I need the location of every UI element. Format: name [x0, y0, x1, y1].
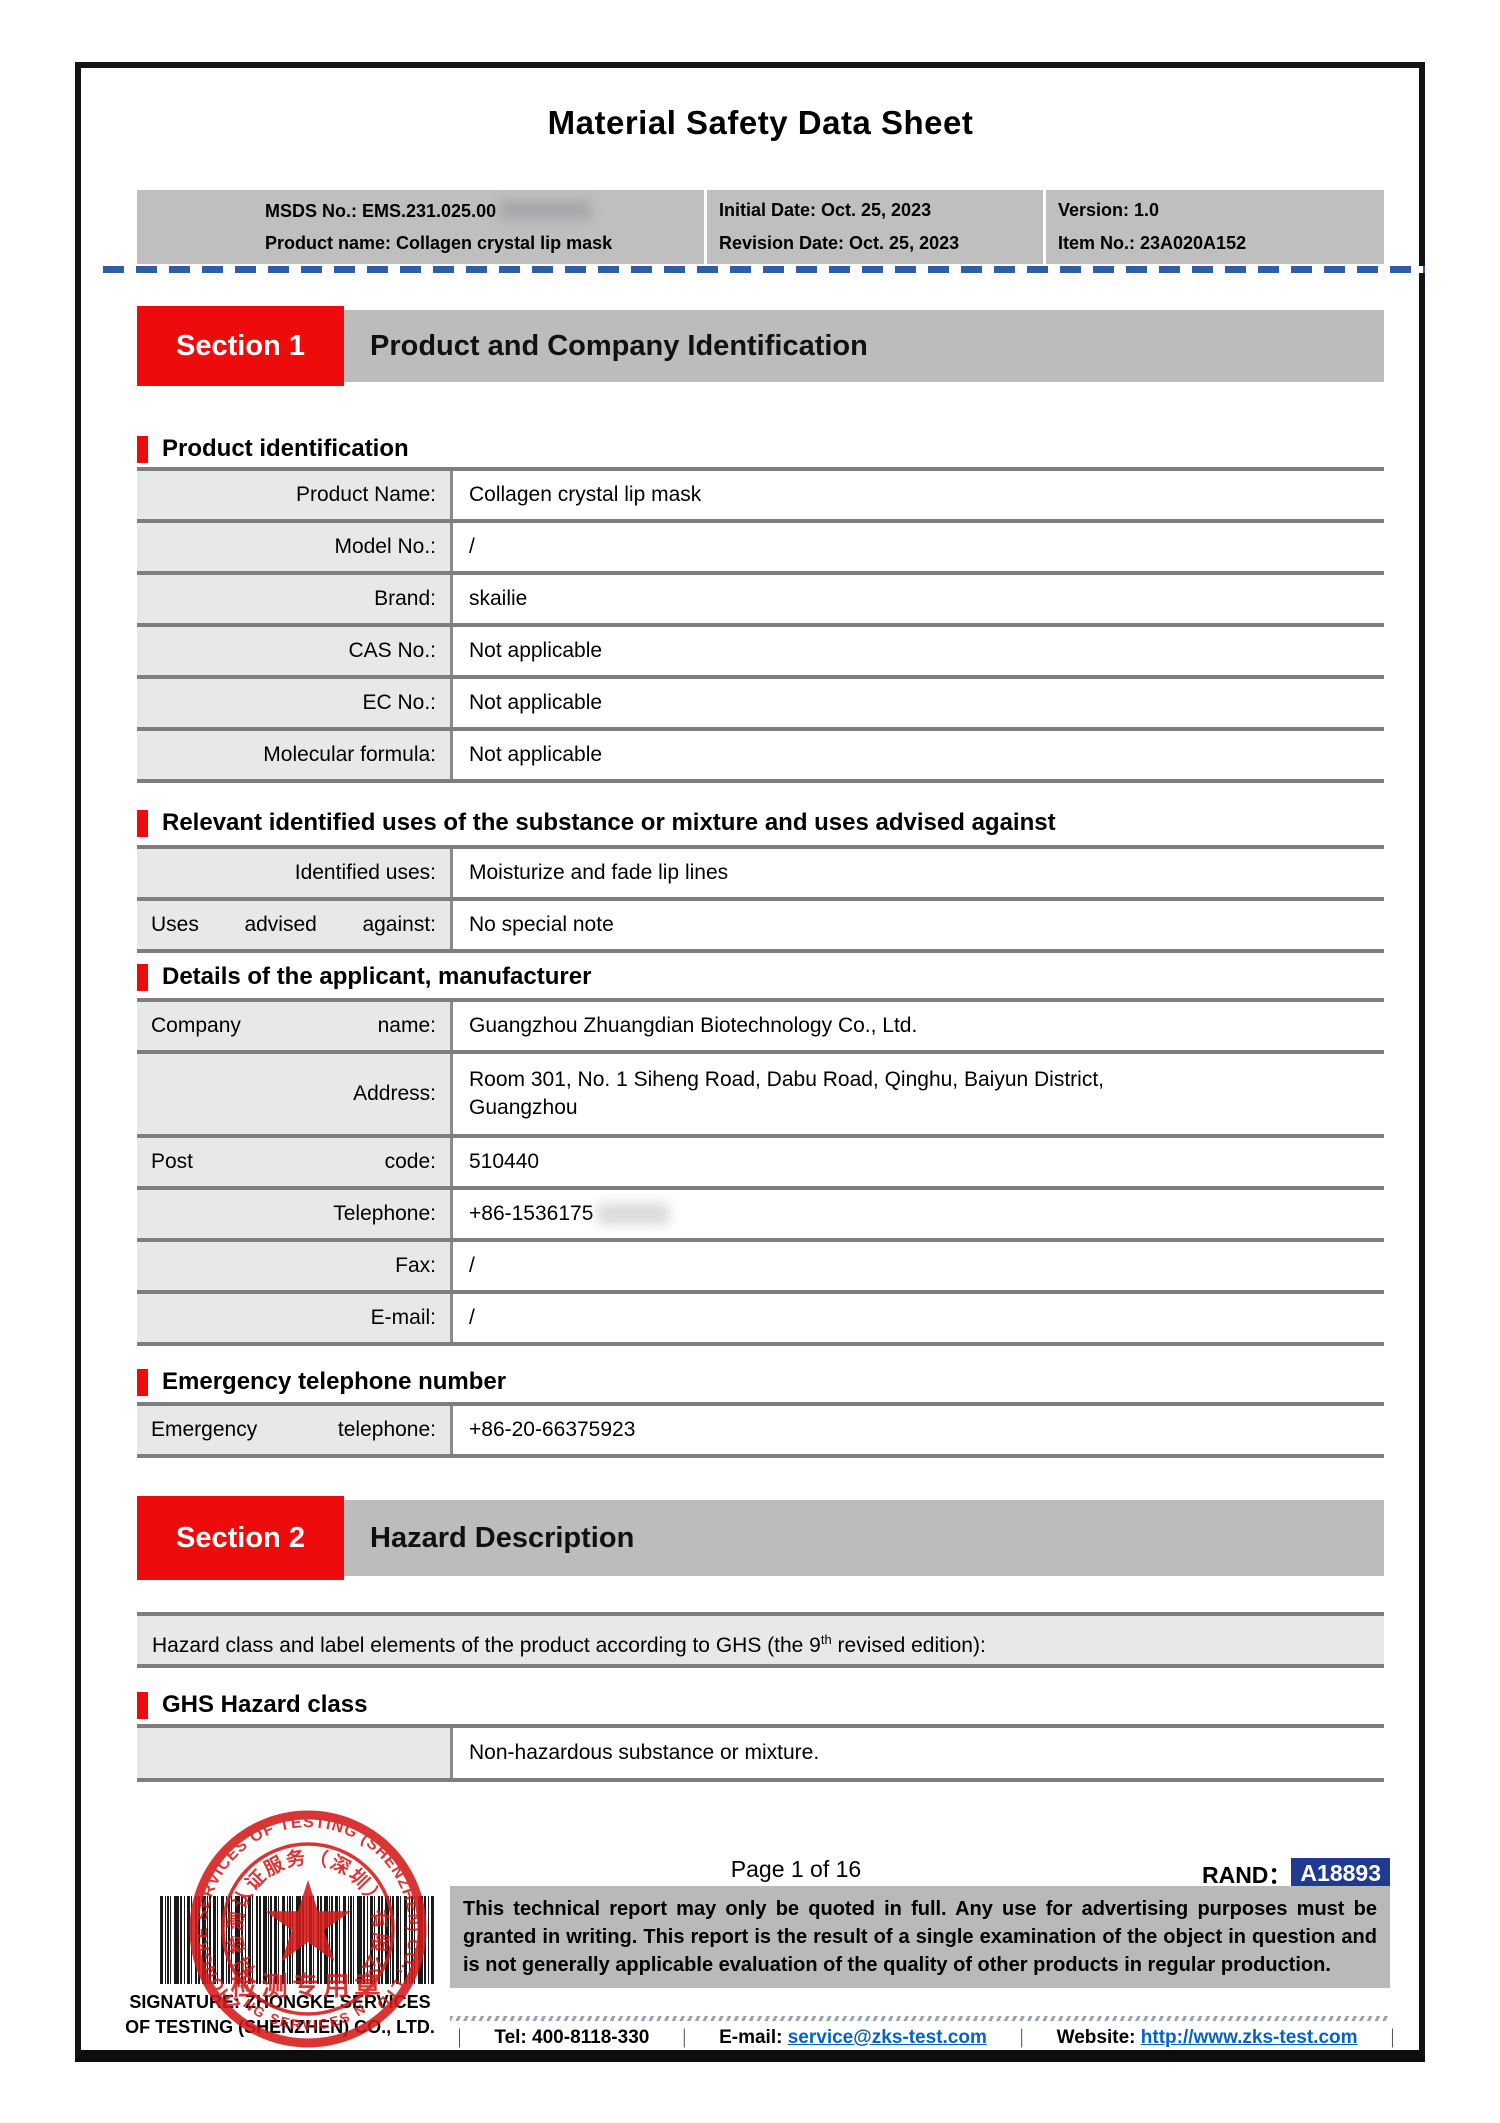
footer-email: E-mail: service@zks-test.com [719, 2026, 987, 2048]
product-identification-table: Product Name: Collagen crystal lip mask … [137, 467, 1384, 783]
blue-dashed-divider [103, 266, 1425, 273]
svg-text:检测专用章: 检测专用章 [230, 1971, 385, 2001]
star-icon [265, 1880, 351, 1962]
footer-contact-line: ｜ Tel: 400-8118-330 ｜ E-mail: service@zk… [450, 2024, 1402, 2051]
table-row: Brand: skailie [137, 575, 1384, 627]
divider-bar: ｜ [1012, 2029, 1032, 2050]
section-2-title: Hazard Description [344, 1500, 1384, 1576]
rand-label: RAND： [1201, 1862, 1292, 1888]
meta-version: Version: 1.0 [1058, 200, 1160, 220]
table-row: EC No.: Not applicable [137, 679, 1384, 731]
meta-revision-date: Revision Date: Oct. 25, 2023 [719, 233, 960, 253]
table-row: Post code: 510440 [137, 1138, 1384, 1190]
red-marker-icon [137, 963, 148, 991]
section-1-title: Product and Company Identification [344, 310, 1384, 382]
divider-bar: ｜ [450, 2029, 470, 2050]
superscript-th: th [820, 1632, 832, 1647]
table-row: Uses advised against: No special note [137, 901, 1384, 949]
disclaimer-box: This technical report may only be quoted… [450, 1886, 1390, 1988]
table-row: Product Name: Collagen crystal lip mask [137, 471, 1384, 523]
rand-group: RAND： A18893 [1202, 1856, 1390, 1890]
table-row: Identified uses: Moisturize and fade lip… [137, 849, 1384, 901]
meta-col-dates: Initial Date: Oct. 25, 2023 Revision Dat… [704, 190, 1043, 264]
company-stamp-icon: ZHONGKE SERVICES OF TESTING (SHENZHEN) C… [189, 1810, 427, 2048]
redacted-blur [499, 199, 592, 220]
emergency-telephone-table: Emergency telephone: +86-20-66375923 [137, 1402, 1384, 1458]
ghs-hazard-table: Non-hazardous substance or mixture. [137, 1724, 1384, 1782]
redacted-blur [597, 1203, 670, 1225]
footer-website: Website: http://www.zks-test.com [1056, 2026, 1358, 2048]
red-marker-icon [137, 1368, 148, 1396]
manufacturer-table: Company name: Guangzhou Zhuangdian Biote… [137, 998, 1384, 1346]
red-marker-icon [137, 809, 148, 837]
identified-uses-table: Identified uses: Moisturize and fade lip… [137, 845, 1384, 953]
rand-badge: A18893 [1291, 1857, 1390, 1889]
barcode [160, 1896, 434, 1984]
table-row: Model No.: / [137, 523, 1384, 575]
red-marker-icon [137, 435, 148, 463]
footer-dashed-divider [450, 2016, 1390, 2021]
meta-item-no: Item No.: 23A020A152 [1058, 233, 1247, 253]
section-2-badge: Section 2 [137, 1496, 344, 1580]
table-row: Telephone: +86-1536175 [137, 1190, 1384, 1242]
ghs-note-row: Hazard class and label elements of the p… [137, 1612, 1384, 1668]
meta-col-version: Version: 1.0 Item No.: 23A020A152 [1043, 190, 1384, 264]
page-number: Page 1 of 16 [730, 1856, 862, 1882]
heading-manufacturer-details: Details of the applicant, manufacturer [137, 962, 1384, 992]
website-link[interactable]: http://www.zks-test.com [1140, 2026, 1358, 2048]
footer-page-line: Page 1 of 16 RAND： A18893 [450, 1856, 1390, 1889]
table-row: Fax: / [137, 1242, 1384, 1294]
table-row: Emergency telephone: +86-20-66375923 [137, 1406, 1384, 1454]
email-link[interactable]: service@zks-test.com [787, 2026, 987, 2048]
heading-emergency-telephone: Emergency telephone number [137, 1367, 1384, 1397]
section-1-banner: Section 1 Product and Company Identifica… [137, 306, 1384, 386]
table-row: CAS No.: Not applicable [137, 627, 1384, 679]
meta-product-name: Product name: Collagen crystal lip mask [265, 233, 613, 254]
divider-bar: ｜ [1382, 2029, 1402, 2050]
page-border-frame [75, 62, 1425, 2062]
table-row: Molecular formula: Not applicable [137, 731, 1384, 779]
red-marker-icon [137, 1691, 148, 1719]
section-2-banner: Section 2 Hazard Description [137, 1496, 1384, 1580]
table-row: Company name: Guangzhou Zhuangdian Biote… [137, 1002, 1384, 1054]
meta-col-product: MSDS No.: EMS.231.025.00 Product name: C… [137, 190, 704, 264]
meta-msds-no: MSDS No.: EMS.231.025.00 [265, 199, 704, 222]
table-row: E-mail: / [137, 1294, 1384, 1342]
section-1-badge: Section 1 [137, 306, 344, 386]
document-meta-table: MSDS No.: EMS.231.025.00 Product name: C… [137, 190, 1384, 264]
divider-bar: ｜ [674, 2029, 694, 2050]
page-title: Material Safety Data Sheet [547, 104, 974, 141]
heading-product-identification: Product identification [137, 434, 1384, 464]
heading-identified-uses: Relevant identified uses of the substanc… [137, 808, 1384, 838]
table-row: Address: Room 301, No. 1 Siheng Road, Da… [137, 1054, 1384, 1138]
footer-tel: Tel: 400-8118-330 [494, 2026, 650, 2048]
heading-ghs-hazard-class: GHS Hazard class [137, 1690, 1384, 1720]
table-row: Non-hazardous substance or mixture. [137, 1728, 1384, 1778]
meta-initial-date: Initial Date: Oct. 25, 2023 [719, 200, 932, 220]
